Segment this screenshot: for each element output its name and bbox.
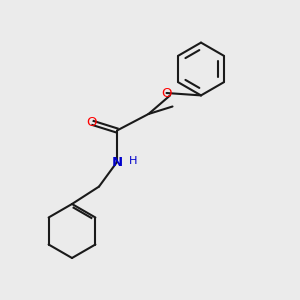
Text: O: O: [86, 116, 97, 130]
Text: N: N: [111, 155, 123, 169]
Text: H: H: [129, 155, 138, 166]
Text: O: O: [161, 86, 172, 100]
